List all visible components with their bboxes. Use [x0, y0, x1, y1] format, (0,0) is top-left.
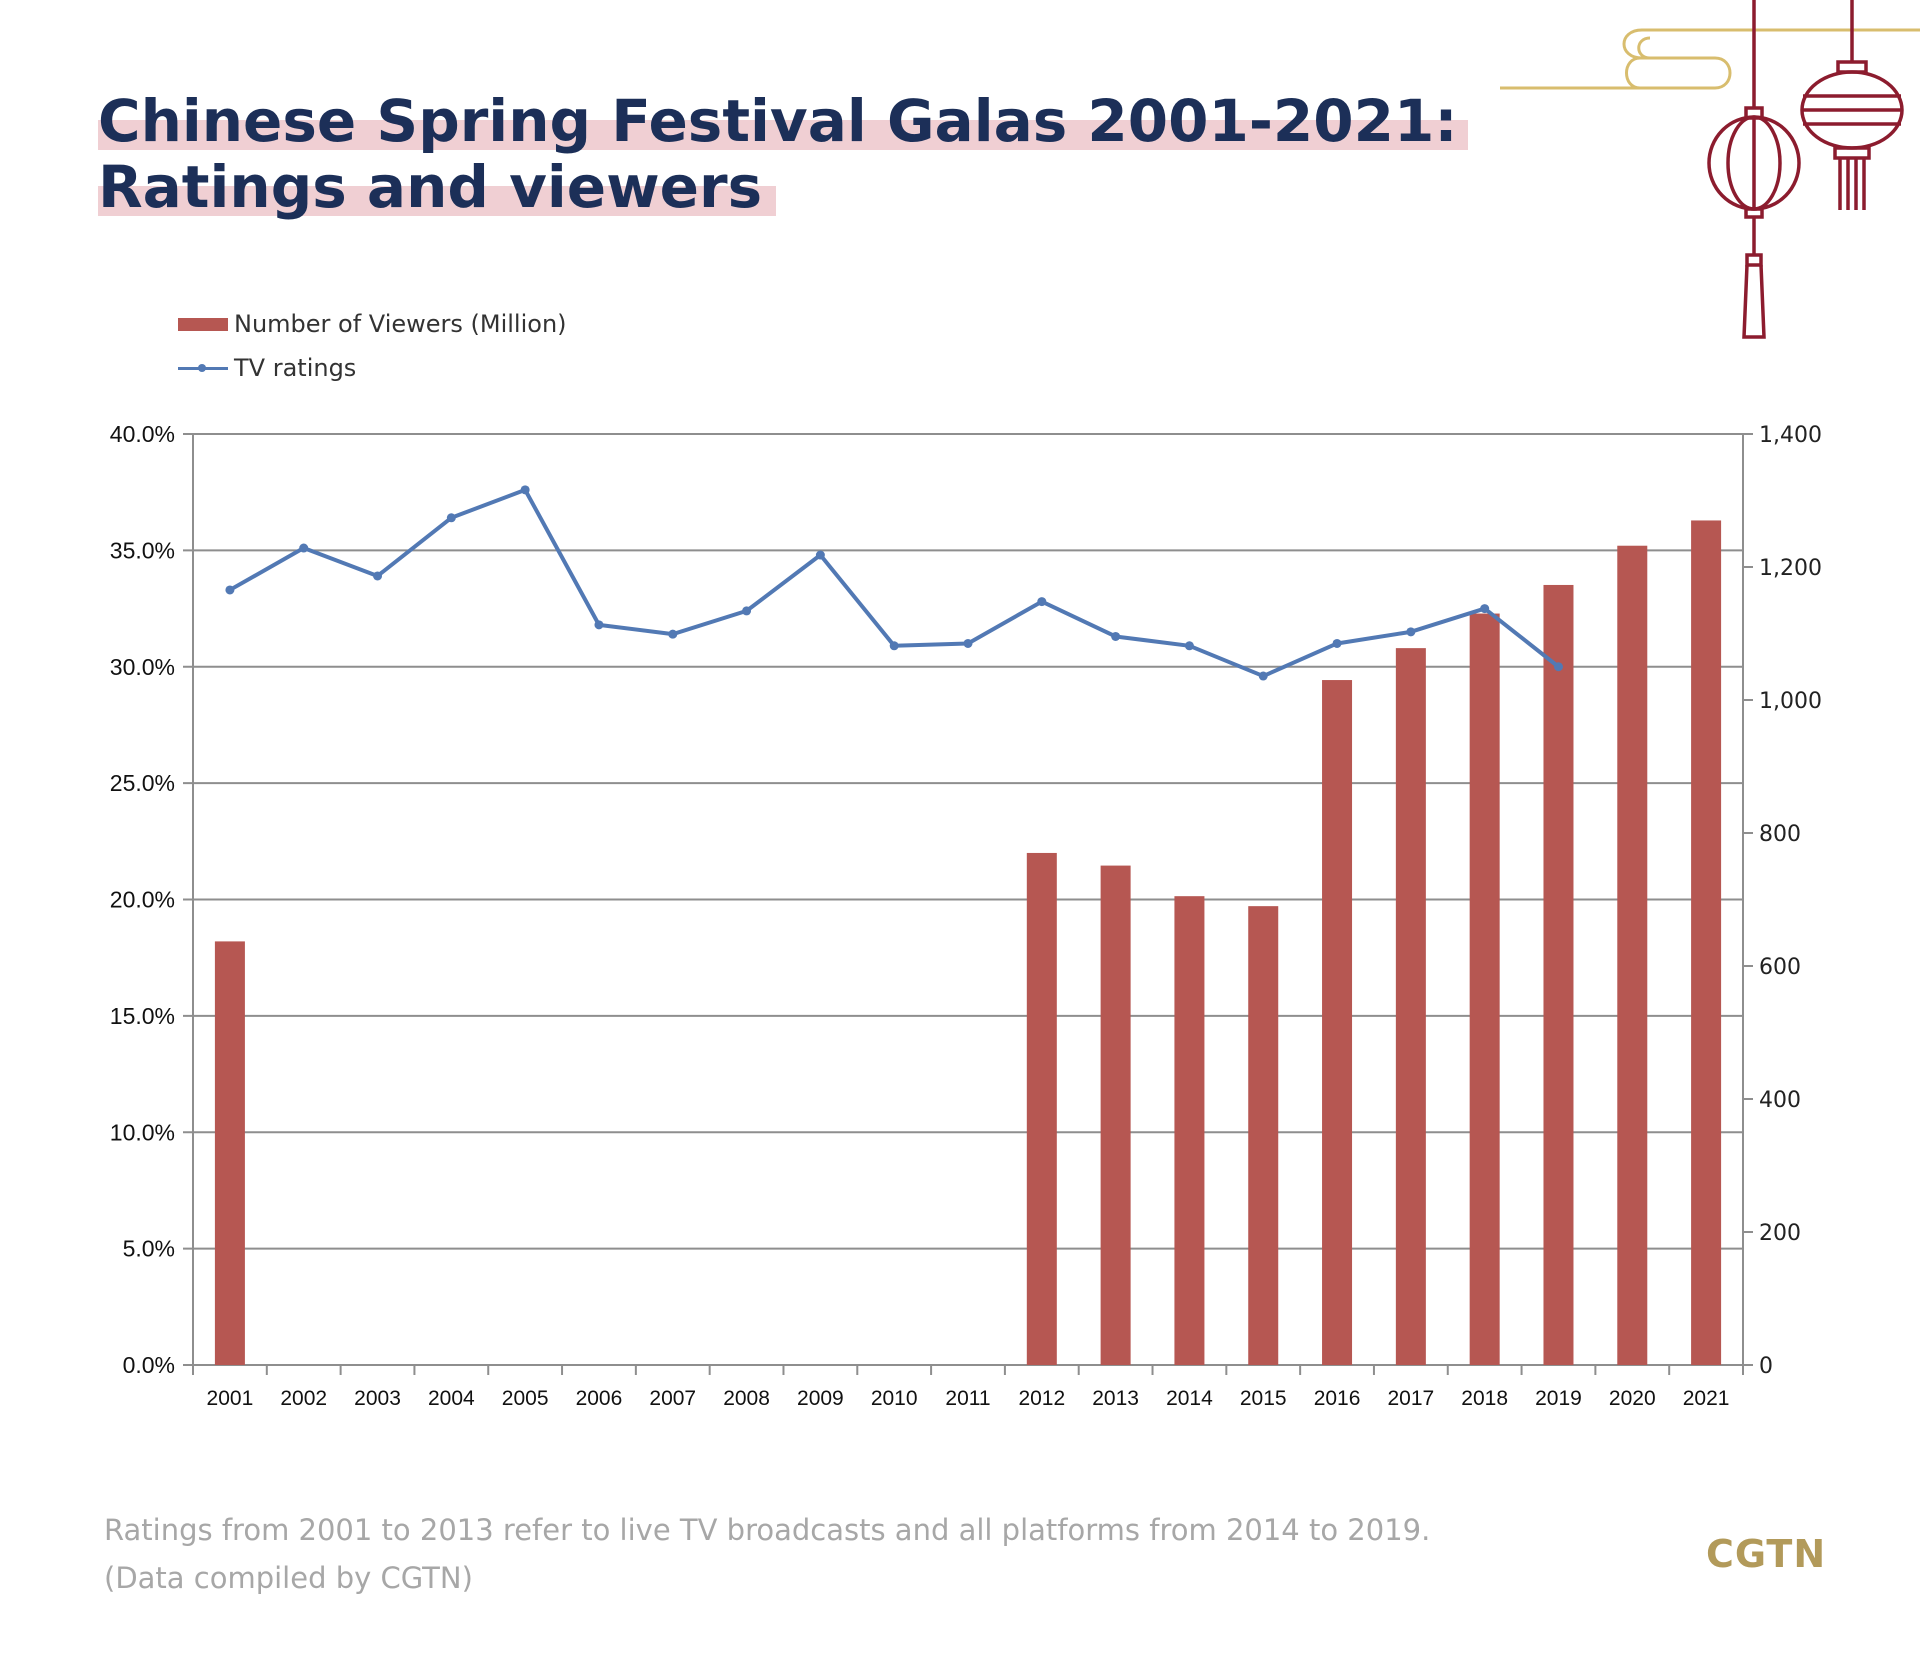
point-tv-rating — [1258, 671, 1268, 681]
y-right-tick-label: 200 — [1759, 1221, 1801, 1246]
bar-viewers — [1617, 545, 1648, 1365]
title-text-1: Chinese Spring Festival Galas 2001-2021: — [98, 87, 1458, 155]
legend-item-ratings: TV ratings — [178, 346, 567, 390]
y-right-tick-label: 1,200 — [1759, 556, 1822, 581]
bar-viewers — [214, 941, 245, 1365]
lantern-decoration — [1500, 0, 1920, 339]
x-tick-label: 2021 — [1683, 1387, 1730, 1410]
chinese-lantern-icon — [1800, 0, 1904, 210]
bar-viewers — [1691, 520, 1722, 1365]
y-right-tick-label: 800 — [1759, 822, 1801, 847]
x-tick-label: 2015 — [1240, 1387, 1287, 1410]
x-tick-label: 2009 — [797, 1387, 844, 1410]
point-tv-rating — [446, 513, 456, 523]
bar-viewers — [1469, 613, 1500, 1365]
y-right-tick-label: 1,400 — [1759, 423, 1822, 448]
x-tick-label: 2020 — [1609, 1387, 1656, 1410]
bar-viewers — [1322, 680, 1353, 1365]
y-right-tick-label: 400 — [1759, 1088, 1801, 1113]
y-left-tick-label: 40.0% — [110, 421, 175, 447]
legend-label-viewers: Number of Viewers (Million) — [234, 310, 567, 338]
bar-viewers — [1026, 852, 1057, 1365]
y-left-tick-label: 5.0% — [123, 1236, 175, 1262]
point-tv-rating — [520, 485, 530, 495]
y-right-tick-label: 600 — [1759, 955, 1801, 980]
x-tick-label: 2011 — [945, 1387, 990, 1410]
x-tick-label: 2003 — [354, 1387, 401, 1410]
x-tick-label: 2002 — [280, 1387, 327, 1410]
point-tv-rating — [1332, 638, 1342, 648]
x-tick-label: 2006 — [576, 1387, 623, 1410]
point-tv-rating — [373, 571, 383, 581]
point-tv-rating — [1111, 631, 1121, 641]
legend: Number of Viewers (Million) TV ratings — [178, 302, 567, 390]
x-tick-label: 2013 — [1092, 1387, 1139, 1410]
y-left-tick-label: 20.0% — [110, 887, 175, 913]
chart-title: Chinese Spring Festival Galas 2001-2021:… — [98, 87, 1468, 221]
footnote: Ratings from 2001 to 2013 refer to live … — [104, 1506, 1430, 1602]
legend-label-ratings: TV ratings — [234, 354, 357, 382]
y-left-tick-label: 30.0% — [110, 654, 175, 680]
x-tick-label: 2016 — [1314, 1387, 1361, 1410]
point-tv-rating — [1480, 604, 1490, 614]
point-tv-rating — [1037, 597, 1047, 607]
x-tick-label: 2018 — [1461, 1387, 1508, 1410]
x-tick-label: 2019 — [1535, 1387, 1582, 1410]
x-tick-label: 2010 — [871, 1387, 918, 1410]
title-highlight — [98, 120, 1468, 150]
point-tv-rating — [889, 641, 899, 651]
point-tv-rating — [815, 550, 825, 560]
point-tv-rating — [742, 606, 752, 616]
point-tv-rating — [594, 620, 604, 630]
point-tv-rating — [1406, 627, 1416, 637]
brand-logo: CGTN — [1706, 1532, 1827, 1576]
bar-viewers — [1543, 584, 1574, 1365]
y-left-tick-label: 25.0% — [110, 770, 175, 796]
cloud-scroll-icon — [1500, 28, 1920, 90]
y-left-tick-label: 15.0% — [110, 1003, 175, 1029]
y-right-tick-label: 1,000 — [1759, 689, 1822, 714]
x-tick-label: 2001 — [207, 1387, 254, 1410]
x-tick-label: 2004 — [428, 1387, 475, 1410]
legend-item-viewers: Number of Viewers (Million) — [178, 302, 567, 346]
legend-bar-swatch — [178, 317, 228, 331]
title-text-2: Ratings and viewers — [98, 153, 763, 221]
x-tick-label: 2014 — [1166, 1387, 1213, 1410]
y-left-tick-label: 10.0% — [110, 1119, 175, 1145]
point-tv-rating — [668, 629, 678, 639]
point-tv-rating — [1553, 662, 1563, 672]
bar-viewers — [1174, 896, 1205, 1365]
bar-viewers — [1100, 865, 1131, 1365]
x-tick-label: 2012 — [1018, 1387, 1065, 1410]
title-highlight — [98, 186, 777, 216]
x-tick-label: 2005 — [502, 1387, 549, 1410]
legend-line-swatch — [178, 362, 228, 375]
x-tick-label: 2007 — [649, 1387, 696, 1410]
x-tick-label: 2017 — [1387, 1387, 1434, 1410]
y-left-tick-label: 0.0% — [123, 1352, 175, 1378]
bar-viewers — [1248, 906, 1279, 1365]
chinese-lantern-icon — [1707, 0, 1801, 339]
y-right-tick-label: 0 — [1759, 1354, 1773, 1379]
bar-viewers — [1395, 648, 1426, 1365]
footnote-line-1: Ratings from 2001 to 2013 refer to live … — [104, 1513, 1431, 1547]
title-line-1: Chinese Spring Festival Galas 2001-2021: — [98, 87, 1468, 155]
footnote-line-2: (Data compiled by CGTN) — [104, 1561, 473, 1595]
point-tv-rating — [225, 585, 235, 595]
point-tv-rating — [963, 638, 973, 648]
y-left-tick-label: 35.0% — [110, 537, 175, 563]
point-tv-rating — [299, 543, 309, 553]
point-tv-rating — [1184, 641, 1194, 651]
x-tick-label: 2008 — [723, 1387, 770, 1410]
title-line-2: Ratings and viewers — [98, 153, 777, 221]
